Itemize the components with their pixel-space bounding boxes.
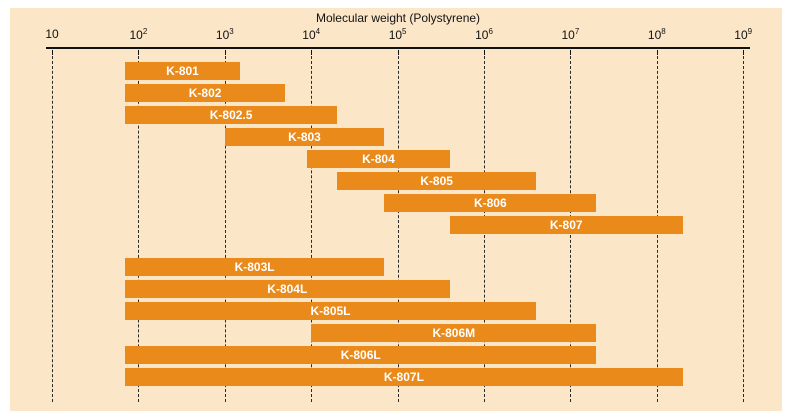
range-bar-k-806m: K-806M	[311, 324, 597, 342]
x-axis-tick-mark	[397, 50, 399, 55]
range-bar-k-802: K-802	[125, 84, 286, 102]
x-axis-tick-mark	[138, 50, 140, 55]
x-axis-line	[46, 47, 750, 49]
range-bar-k-803: K-803	[224, 128, 385, 146]
x-axis-tick-mark	[656, 50, 658, 55]
range-bar-k-807: K-807	[449, 216, 683, 234]
bar-label: K-806M	[432, 326, 476, 340]
x-axis-tick-mark	[570, 50, 572, 55]
x-axis-tick-label: 105	[388, 27, 407, 42]
range-bar-k-803l: K-803L	[125, 258, 385, 276]
bar-label: K-806L	[340, 348, 381, 362]
x-axis-title: Molecular weight (Polystyrene)	[315, 11, 481, 25]
bar-label: K-807	[549, 218, 583, 232]
range-bar-k-806: K-806	[384, 194, 597, 212]
bar-label: K-804	[362, 152, 395, 166]
range-bar-k-804l: K-804L	[125, 280, 450, 298]
gridline	[743, 56, 745, 402]
gridline	[311, 56, 313, 402]
x-axis-tick-label: 108	[647, 27, 666, 42]
x-axis-tick-label: 102	[129, 27, 148, 42]
x-axis-tick-mark	[52, 50, 53, 55]
gridline	[397, 56, 399, 402]
x-axis-tick-label: 103	[215, 27, 234, 42]
range-bar-k-805l: K-805L	[125, 302, 537, 320]
range-bar-k-805: K-805	[337, 172, 536, 190]
bar-label: K-803L	[234, 260, 275, 274]
gridline	[52, 56, 53, 402]
bar-label: K-807L	[383, 370, 424, 384]
x-axis-tick-label: 10	[45, 27, 59, 41]
range-bar-k-807l: K-807L	[125, 368, 683, 386]
x-axis-tick-mark	[743, 50, 745, 55]
bar-label: K-802.5	[209, 108, 253, 122]
bar-label: K-805L	[310, 304, 351, 318]
range-bar-k-806l: K-806L	[125, 346, 597, 364]
range-bar-k-801: K-801	[125, 62, 240, 80]
bar-label: K-802	[188, 86, 222, 100]
x-axis-tick-label: 106	[475, 27, 493, 42]
range-bar-k-802.5: K-802.5	[125, 106, 338, 124]
bar-label: K-804L	[267, 282, 308, 296]
bar-label: K-806	[473, 196, 507, 210]
x-axis-tick-mark	[484, 50, 485, 55]
range-bar-k-804: K-804	[307, 150, 450, 168]
gridline	[224, 56, 226, 402]
gridline	[138, 56, 140, 402]
x-axis-tick-mark	[224, 50, 226, 55]
bar-label: K-801	[166, 64, 199, 78]
x-axis-tick-label: 104	[302, 27, 321, 42]
x-axis-tick-label: 107	[561, 27, 580, 42]
x-axis-tick-label: 109	[734, 27, 753, 42]
bar-label: K-805	[420, 174, 453, 188]
x-axis-tick-mark	[311, 50, 313, 55]
bar-label: K-803	[288, 130, 321, 144]
